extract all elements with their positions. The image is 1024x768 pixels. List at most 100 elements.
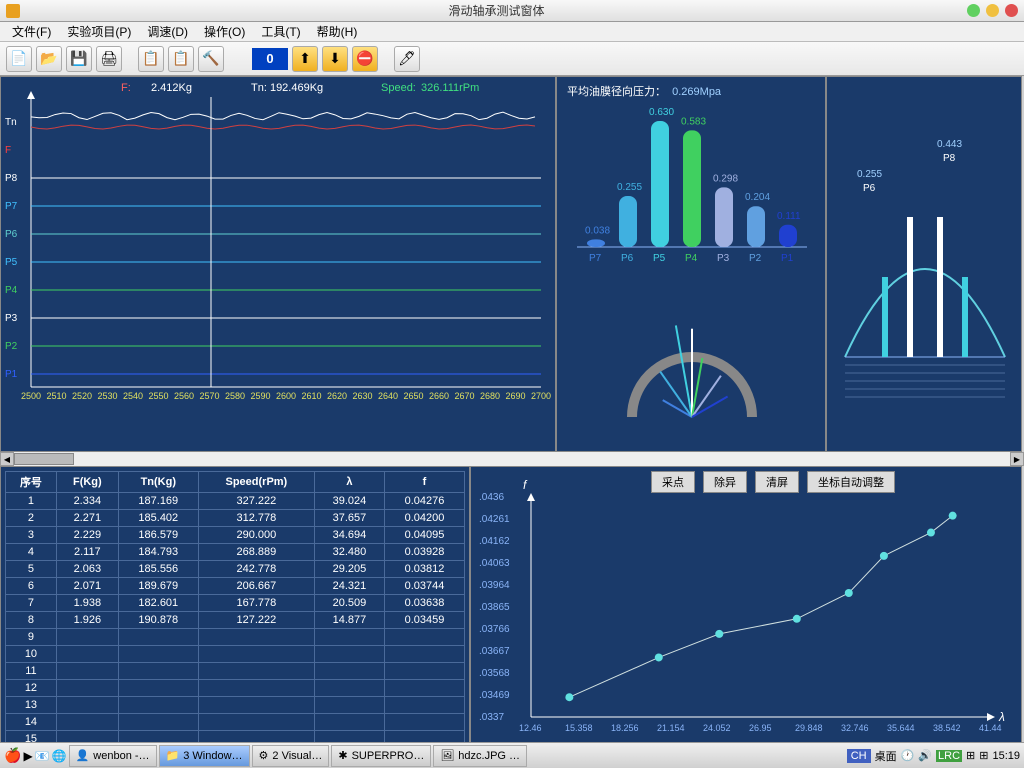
table-row: 71.938182.601167.77820.5090.03638 [6,595,465,612]
toolbar: 📄📂💾🖨📋📋🔨0⬆⬇⛔🖊 [0,42,1024,76]
table-row: 32.229186.579290.00034.6940.04095 [6,527,465,544]
svg-text:18.256: 18.256 [611,723,639,733]
scroll-thumb[interactable] [14,453,74,465]
bar-chart-svg: 0.038P70.255P60.630P50.583P40.298P30.204… [557,77,827,437]
h-scrollbar[interactable]: ◀ ▶ [0,452,1024,466]
menu-工具[interactable]: 工具(T) [253,23,308,40]
toolbar-btn-12[interactable]: ⛔ [352,46,378,72]
task-3 Window…[interactable]: 📁3 Window… [159,745,250,767]
svg-text:.03667: .03667 [479,646,510,657]
toolbar-btn-6[interactable]: 📋 [168,46,194,72]
task-hdzc.JPG …[interactable]: 🖼hdzc.JPG … [433,745,527,767]
toolbar-btn-3[interactable]: 🖨 [96,46,122,72]
btn-采点[interactable]: 采点 [651,471,695,493]
svg-text:0.038: 0.038 [585,225,610,236]
desktop-label[interactable]: 桌面 [875,748,897,764]
taskbar: 🍎▶📧🌐👤wenbon -…📁3 Window…⚙2 Visual…✱SUPER… [0,742,1024,768]
start-button[interactable]: 🍎 [4,747,21,764]
table-row: 52.063185.556242.77829.2050.03812 [6,561,465,578]
menu-操作[interactable]: 操作(O) [196,23,253,40]
toolbar-btn-0[interactable]: 📄 [6,46,32,72]
svg-text:P6: P6 [5,229,18,240]
svg-text:32.746: 32.746 [841,723,869,733]
col-Speed(rPm): Speed(rPm) [198,472,314,493]
data-table-panel: 序号F(Kg)Tn(Kg)Speed(rPm)λf12.334187.16932… [0,466,470,750]
svg-text:P1: P1 [781,253,794,264]
task-SUPERPRO…[interactable]: ✱SUPERPRO… [331,745,431,767]
menu-调速[interactable]: 调速(D) [139,23,196,40]
lang-indicator[interactable]: CH [847,749,871,763]
svg-text:P7: P7 [5,201,18,212]
minimize-button[interactable] [967,4,980,17]
table-row: 62.071189.679206.66724.3210.03744 [6,578,465,595]
svg-text:.03568: .03568 [479,668,510,679]
svg-text:2560: 2560 [174,391,194,401]
toolbar-btn-14[interactable]: 🖊 [394,46,420,72]
menu-实验项目[interactable]: 实验项目(P) [59,23,139,40]
task-2 Visual…[interactable]: ⚙2 Visual… [252,745,330,767]
maximize-button[interactable] [986,4,999,17]
svg-text:326.111rPm: 326.111rPm [421,82,479,94]
btn-坐标自动调整[interactable]: 坐标自动调整 [807,471,895,493]
svg-text:0.583: 0.583 [681,116,706,127]
svg-text:2610: 2610 [302,391,322,401]
svg-text:2510: 2510 [47,391,67,401]
svg-text:2620: 2620 [327,391,347,401]
counter-display: 0 [252,48,288,70]
svg-text:P2: P2 [749,253,762,264]
svg-text:2530: 2530 [98,391,118,401]
svg-text:0.630: 0.630 [649,107,674,118]
task-wenbon -…[interactable]: 👤wenbon -… [69,745,157,767]
col-f: f [384,472,464,493]
quick-launch-icon[interactable]: ▶ [23,749,32,763]
svg-text:12.46: 12.46 [519,723,542,733]
svg-text:P1: P1 [5,369,18,380]
quick-launch-icon[interactable]: 📧 [35,749,50,763]
table-row: 13 [6,697,465,714]
svg-text:35.644: 35.644 [887,723,915,733]
table-row: 42.117184.793268.88932.4800.03928 [6,544,465,561]
toolbar-btn-11[interactable]: ⬇ [322,46,348,72]
scatter-svg: fλ.0337.03469.03568.03667.03766.03865.03… [471,467,1023,751]
svg-text:.03766: .03766 [479,624,510,635]
scroll-left-button[interactable]: ◀ [0,452,14,466]
svg-text:P3: P3 [5,313,18,324]
table-row: 9 [6,629,465,646]
svg-text:2550: 2550 [149,391,169,401]
toolbar-btn-7[interactable]: 🔨 [198,46,224,72]
scatter-panel: 采点除异清屏坐标自动调整 fλ.0337.03469.03568.03667.0… [470,466,1022,750]
svg-text:2520: 2520 [72,391,92,401]
scroll-track[interactable] [14,452,1010,466]
btn-除异[interactable]: 除异 [703,471,747,493]
toolbar-btn-2[interactable]: 💾 [66,46,92,72]
svg-text:.04063: .04063 [479,558,510,569]
svg-text:2700: 2700 [531,391,551,401]
table-row: 10 [6,646,465,663]
menu-文件[interactable]: 文件(F) [4,23,59,40]
svg-text:.04261: .04261 [479,514,510,525]
scatter-buttons: 采点除异清屏坐标自动调整 [651,471,895,493]
btn-清屏[interactable]: 清屏 [755,471,799,493]
svg-text:2500: 2500 [21,391,41,401]
svg-text:0.255: 0.255 [617,182,642,193]
toolbar-btn-5[interactable]: 📋 [138,46,164,72]
menu-帮助[interactable]: 帮助(H) [309,23,366,40]
scroll-right-button[interactable]: ▶ [1010,452,1024,466]
svg-text:λ: λ [998,710,1005,724]
close-button[interactable] [1005,4,1018,17]
svg-text:2670: 2670 [455,391,475,401]
svg-text:38.542: 38.542 [933,723,961,733]
svg-text:2570: 2570 [200,391,220,401]
svg-text:2600: 2600 [276,391,296,401]
svg-text:0.204: 0.204 [745,192,770,203]
arc-chart-svg: 0.255P60.443P8 [827,77,1023,437]
svg-text:P6: P6 [863,183,876,194]
menubar: 文件(F)实验项目(P)调速(D)操作(O)工具(T)帮助(H) [0,22,1024,42]
col-序号: 序号 [6,472,57,493]
quick-launch-icon[interactable]: 🌐 [52,749,67,763]
svg-text:F:: F: [121,82,131,94]
toolbar-btn-1[interactable]: 📂 [36,46,62,72]
toolbar-btn-10[interactable]: ⬆ [292,46,318,72]
svg-text:Tn: Tn [5,117,17,128]
bar-chart-title: 平均油膜径向压力： 0.269Mpa [567,83,721,99]
